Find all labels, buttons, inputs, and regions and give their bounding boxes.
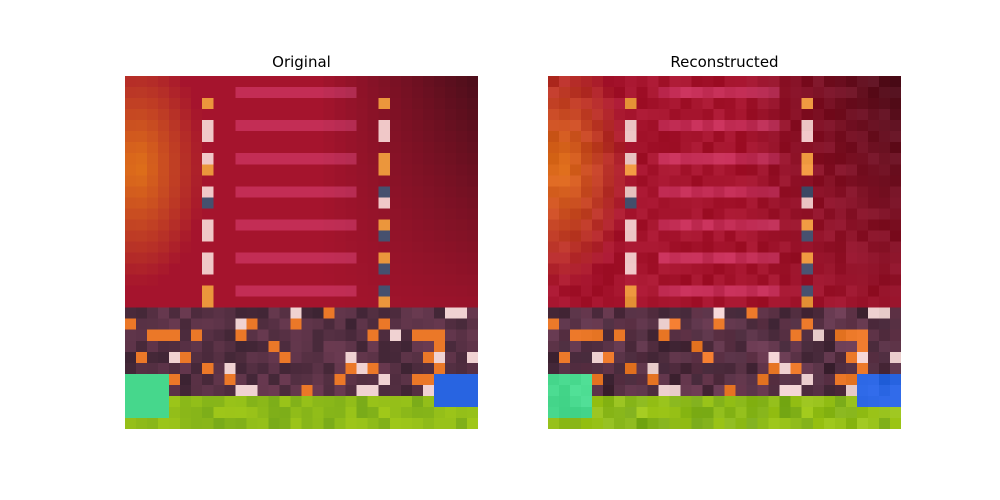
reconstructed-pixel-grid: [548, 76, 901, 429]
panel-title-reconstructed: Reconstructed: [670, 53, 779, 71]
original-image: [125, 76, 478, 429]
original-pixel-grid: [125, 76, 478, 429]
reconstructed-image: [548, 76, 901, 429]
panel-title-original: Original: [272, 53, 331, 71]
